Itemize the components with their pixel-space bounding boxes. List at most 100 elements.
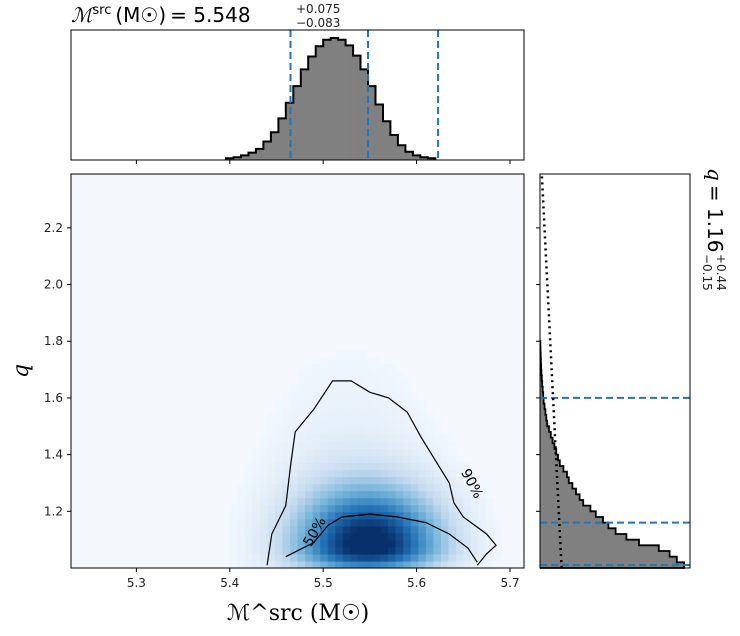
top-histogram-bar	[397, 145, 406, 160]
heatmap-cell	[259, 441, 268, 449]
heatmap-cell	[373, 434, 382, 442]
heatmap-cell	[448, 469, 457, 478]
heatmap-cell	[395, 420, 404, 428]
heatmap-cell	[327, 399, 336, 407]
joint-frame	[70, 173, 525, 569]
heatmap-cell	[350, 560, 359, 569]
heatmap-cell	[440, 462, 450, 471]
heatmap-cell	[327, 434, 336, 442]
heatmap-cell	[289, 490, 299, 499]
heatmap-cell	[274, 441, 283, 449]
top-histogram-bar	[405, 151, 414, 160]
heatmap-cell	[418, 539, 427, 548]
heatmap-cell	[320, 490, 329, 499]
heatmap-cell	[433, 504, 442, 513]
heatmap-cell	[425, 441, 434, 449]
heatmap-cell	[395, 413, 404, 421]
heatmap-cell	[335, 441, 344, 449]
heatmap-cell	[478, 518, 487, 527]
heatmap-cell	[403, 539, 412, 548]
heatmap-cell	[433, 483, 442, 492]
heatmap-cell	[305, 539, 314, 548]
heatmap-cell	[388, 434, 397, 442]
heatmap-cell	[297, 434, 306, 442]
heatmap-cell	[320, 378, 329, 386]
heatmap-cell	[274, 546, 283, 555]
heatmap-cell	[395, 378, 404, 386]
heatmap-cell	[297, 469, 306, 478]
heatmap-cell	[274, 469, 283, 478]
top-title-minus: −0.083	[296, 16, 340, 30]
heatmap-cell	[350, 371, 359, 379]
heatmap-cell	[440, 455, 450, 464]
heatmap-cell	[373, 406, 382, 414]
heatmap-cell	[244, 532, 253, 541]
heatmap-cell	[403, 413, 412, 421]
heatmap-cell	[365, 462, 374, 471]
heatmap-cell	[274, 413, 283, 421]
heatmap-cell	[357, 434, 367, 442]
heatmap-cell	[267, 553, 276, 562]
right-title-minus: −0.15	[700, 254, 714, 291]
heatmap-cell	[320, 441, 329, 449]
heatmap-cell	[350, 455, 359, 464]
heatmap-cell	[403, 448, 412, 457]
heatmap-cell	[297, 539, 306, 548]
heatmap-cell	[267, 420, 276, 428]
heatmap-cell	[320, 363, 329, 372]
heatmap-cell	[388, 476, 397, 485]
heatmap-cell	[305, 363, 314, 372]
heatmap-cell	[252, 532, 261, 541]
heatmap-cell	[388, 525, 397, 534]
heatmap-cell	[395, 518, 404, 527]
heatmap-cell	[305, 483, 314, 492]
heatmap-cell	[342, 455, 351, 464]
heatmap-cell	[425, 497, 434, 506]
heatmap-cell	[448, 448, 457, 457]
heatmap-cell	[342, 553, 351, 562]
right-histogram-bar	[540, 477, 569, 484]
heatmap-cell	[425, 504, 434, 513]
heatmap-cell	[267, 441, 276, 449]
heatmap-cell	[380, 546, 389, 555]
heatmap-cell	[365, 455, 374, 464]
heatmap-cell	[388, 413, 397, 421]
heatmap-cell	[433, 560, 442, 569]
heatmap-cell	[493, 546, 502, 555]
heatmap-cell	[282, 448, 291, 457]
heatmap-cell	[259, 560, 268, 569]
heatmap-cell	[433, 553, 442, 562]
heatmap-cell	[312, 553, 321, 562]
heatmap-cell	[312, 455, 321, 464]
contour-line-50pct	[285, 513, 478, 563]
heatmap-cell	[403, 476, 412, 485]
heatmap-cell	[252, 504, 261, 513]
heatmap-cell	[320, 497, 329, 506]
heatmap-cell	[433, 546, 442, 555]
heatmap-cell	[425, 462, 434, 471]
heatmap-cell	[297, 371, 306, 379]
heatmap-cell	[259, 476, 268, 485]
heatmap-cell	[425, 490, 434, 499]
x-tick-label: 5.6	[407, 576, 426, 590]
heatmap-cell	[289, 532, 299, 541]
heatmap-cell	[410, 518, 419, 527]
heatmap-cell	[312, 434, 321, 442]
right-marginal-panel: q = 1.16 +0.44 −0.15	[536, 168, 728, 569]
heatmap-cell	[289, 525, 299, 534]
heatmap-cell	[274, 497, 283, 506]
heatmap-cell	[440, 483, 450, 492]
heatmap-cell	[305, 462, 314, 471]
heatmap-cell	[244, 490, 253, 499]
heatmap-cell	[456, 462, 465, 471]
heatmap-cell	[357, 469, 367, 478]
heatmap-cell	[463, 546, 472, 555]
heatmap-cell	[259, 462, 268, 471]
heatmap-cell	[433, 462, 442, 471]
heatmap-cell	[365, 385, 374, 393]
heatmap-cell	[486, 497, 495, 506]
heatmap-cell	[365, 378, 374, 386]
heatmap-cell	[440, 490, 450, 499]
heatmap-cell	[267, 518, 276, 527]
heatmap-cell	[380, 539, 389, 548]
